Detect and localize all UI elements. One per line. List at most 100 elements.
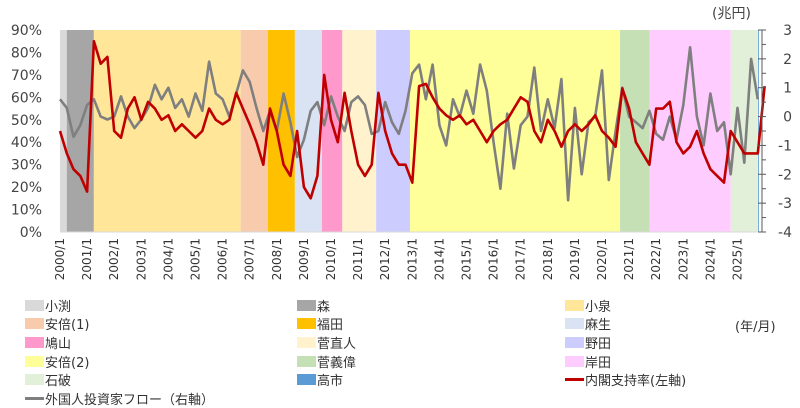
right-tick-label: 0 xyxy=(783,110,792,126)
legend-line-marker xyxy=(565,378,584,382)
left-tick-label: 40% xyxy=(11,135,42,151)
x-tick-label: 2020/1 xyxy=(595,238,609,280)
era-band-福田 xyxy=(267,30,295,232)
x-tick-label: 2024/1 xyxy=(703,238,717,280)
left-tick-label: 80% xyxy=(11,45,42,61)
era-band-高市 xyxy=(757,30,759,232)
era-band-麻生 xyxy=(294,30,322,232)
legend-line-marker xyxy=(25,397,44,400)
legend-label: 内閣支持率(左軸) xyxy=(585,374,687,390)
x-tick-label: 2003/1 xyxy=(134,238,148,280)
legend-swatch xyxy=(25,299,44,311)
era-band-安倍(2) xyxy=(410,30,621,232)
left-tick-label: 50% xyxy=(11,113,42,129)
x-tick-label: 2007/1 xyxy=(243,238,257,280)
legend-item: 岸田 xyxy=(565,352,612,371)
x-tick-label: 2009/1 xyxy=(297,238,311,280)
legend-swatch xyxy=(297,299,316,311)
legend-label: 小渕 xyxy=(45,299,72,315)
legend-item: 福田 xyxy=(297,315,343,333)
legend-swatch xyxy=(565,355,584,367)
right-tick-label: 3 xyxy=(783,23,792,39)
left-tick-label: 30% xyxy=(11,158,42,174)
legend-label: 外国人投資家フロー（右軸） xyxy=(45,393,215,408)
x-tick-label: 2013/1 xyxy=(405,238,419,280)
legend-swatch xyxy=(297,336,316,348)
right-axis-unit: (兆円) xyxy=(712,6,751,22)
legend-label: 菅直人 xyxy=(317,336,357,352)
legend-item: 高市 xyxy=(297,371,343,389)
legend-item: 外国人投資家フロー（右軸） xyxy=(25,390,214,408)
x-axis-unit: (年/月) xyxy=(735,320,776,335)
legend-swatch xyxy=(297,318,316,330)
legend-item: 鳩山 xyxy=(25,333,72,352)
legend-label: 小泉 xyxy=(585,299,612,315)
legend-item: 菅直人 xyxy=(297,333,357,352)
right-tick-label: -1 xyxy=(778,138,792,154)
legend-label: 森 xyxy=(317,299,331,315)
legend-label: 菅義偉 xyxy=(317,355,357,371)
legend-swatch xyxy=(25,336,44,348)
legend-label: 安倍(2) xyxy=(45,355,90,371)
legend-label: 石破 xyxy=(45,374,72,390)
x-tick-label: 2023/1 xyxy=(676,238,690,280)
legend-swatch xyxy=(565,318,584,330)
legend-item: 麻生 xyxy=(565,315,611,333)
left-tick-label: 60% xyxy=(11,90,42,106)
legend-item: 石破 xyxy=(25,371,71,389)
x-tick-label: 2017/1 xyxy=(514,238,528,280)
right-tick-label: -4 xyxy=(778,225,792,241)
x-tick-label: 2008/1 xyxy=(270,238,284,280)
x-tick-label: 2025/1 xyxy=(731,238,745,280)
x-tick-label: 2001/1 xyxy=(80,238,94,280)
x-tick-label: 2015/1 xyxy=(460,238,474,280)
right-tick-label: 2 xyxy=(783,52,792,68)
x-tick-label: 2016/1 xyxy=(487,238,501,280)
legend-label: 岸田 xyxy=(585,355,612,371)
legend-item: 安倍(2) xyxy=(25,352,90,371)
left-tick-label: 10% xyxy=(11,203,42,219)
legend-label: 高市 xyxy=(317,374,344,390)
era-bands xyxy=(60,30,759,232)
legend-swatch xyxy=(565,299,584,311)
x-tick-label: 2019/1 xyxy=(568,238,582,280)
legend-item: 小泉 xyxy=(565,296,612,315)
legend-label: 安倍(1) xyxy=(45,318,90,334)
legend-swatch xyxy=(25,318,44,330)
series-line-approval xyxy=(58,39,766,200)
left-tick-label: 0% xyxy=(20,225,42,241)
legend-item: 内閣支持率(左軸) xyxy=(565,371,686,389)
series-lines xyxy=(58,39,766,202)
left-tick-label: 20% xyxy=(11,180,42,196)
x-tick-label: 2022/1 xyxy=(649,238,663,280)
legend-item: 小渕 xyxy=(25,296,72,315)
x-tick-label: 2014/1 xyxy=(432,238,446,280)
x-tick-label: 2021/1 xyxy=(622,238,636,280)
x-tick-label: 2010/1 xyxy=(324,238,338,280)
legend-swatch xyxy=(297,374,316,386)
right-tick-label: -2 xyxy=(778,167,792,183)
x-tick-label: 2002/1 xyxy=(107,238,121,280)
right-tick-label: 1 xyxy=(783,81,792,97)
legend-label: 麻生 xyxy=(585,318,612,334)
era-band-小泉 xyxy=(93,30,241,232)
x-tick-label: 2011/1 xyxy=(351,238,365,280)
era-band-鳩山 xyxy=(321,30,343,232)
left-tick-label: 70% xyxy=(11,68,42,84)
legend-swatch xyxy=(25,355,44,367)
x-tick-label: 2004/1 xyxy=(161,238,175,280)
legend-item: 安倍(1) xyxy=(25,315,89,333)
legend: 小渕 森 小泉安倍(1) 福田 麻生鳩山 菅直人 野田安倍(2) 菅義偉 岸田石破 高市 内閣支持率… xyxy=(0,296,800,408)
x-tick-label: 2018/1 xyxy=(541,238,555,280)
axes: 0% 10% 20% 30% 40% 50% 60% 70% 80% 90% -4 -3 -2 -1 0 1 2… xyxy=(11,23,792,280)
legend-swatch xyxy=(297,355,316,367)
legend-label: 鳩山 xyxy=(45,336,72,352)
legend-swatch xyxy=(25,374,44,386)
legend-item: 森 xyxy=(297,296,331,315)
era-band-小渕 xyxy=(60,30,67,232)
right-tick-label: -3 xyxy=(778,196,792,212)
legend-item: 野田 xyxy=(565,333,611,352)
x-tick-label: 2006/1 xyxy=(216,238,230,280)
series-line-foreign-flow xyxy=(58,45,760,202)
legend-label: 福田 xyxy=(317,318,344,334)
